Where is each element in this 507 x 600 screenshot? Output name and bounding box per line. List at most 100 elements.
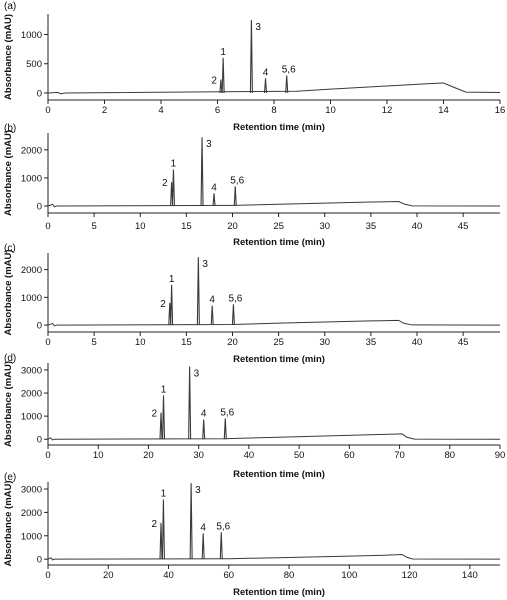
panel-b: (b) 0 5 10 15 20 25 30 35 40 45 0 1000 2000 Retention …: [3, 123, 501, 248]
x-tick-label: 0: [45, 570, 50, 581]
y-tick-label: 0: [37, 88, 42, 99]
peak-5-6: [219, 532, 223, 560]
peak-label: 4: [211, 182, 217, 193]
peak-label: 1: [169, 274, 175, 285]
x-tick-label: 80: [444, 450, 455, 461]
x-tick-label: 20: [103, 570, 114, 581]
peak-label: 1: [161, 489, 167, 500]
peak-3: [188, 366, 192, 440]
peak-label: 5,6: [216, 521, 230, 532]
x-tick-label: 120: [402, 570, 418, 581]
x-tick-label: 12: [382, 105, 393, 116]
x-tick-label: 4: [158, 105, 163, 116]
peak-3: [189, 483, 193, 560]
x-tick-label: 35: [366, 221, 377, 232]
x-tick-label: 60: [224, 570, 235, 581]
x-tick-label: 45: [458, 337, 469, 348]
x-tick-label: 50: [294, 450, 305, 461]
peak-2: [159, 522, 163, 560]
x-tick-label: 30: [319, 337, 330, 348]
baseline-trace: [47, 319, 501, 327]
x-tick-label: 20: [227, 337, 238, 348]
panel-label: (b): [4, 123, 16, 134]
x-tick-label: 8: [271, 105, 276, 116]
x-tick-label: 10: [135, 221, 146, 232]
y-tick-label: 3000: [21, 485, 42, 496]
x-tick-label: 90: [495, 450, 506, 461]
peak-label: 4: [200, 522, 206, 533]
peak-4: [263, 78, 268, 94]
x-tick-label: 35: [366, 337, 377, 348]
x-tick-label: 45: [458, 221, 469, 232]
x-axis-title: Retention time (min): [233, 469, 325, 480]
peak-label: 2: [211, 76, 217, 87]
x-tick-label: 15: [181, 337, 192, 348]
panel-label: (d): [4, 353, 16, 364]
y-tick-label: 2000: [21, 265, 42, 276]
peak-1: [171, 169, 175, 206]
peak-3: [249, 19, 253, 93]
y-axis-title: Absorbance (mAU): [3, 361, 14, 447]
peak-5-6: [233, 186, 237, 207]
peak-5-6: [285, 75, 289, 94]
peak-4: [210, 305, 214, 326]
x-tick-label: 0: [45, 221, 50, 232]
y-tick-label: 1000: [21, 531, 42, 542]
peak-3: [200, 137, 204, 206]
y-tick-label: 1000: [21, 293, 42, 304]
peak-label: 4: [201, 409, 207, 420]
y-tick-label: 0: [37, 321, 42, 332]
x-tick-label: 25: [273, 337, 284, 348]
x-tick-label: 60: [344, 450, 355, 461]
x-tick-label: 0: [45, 337, 50, 348]
baseline-trace: [47, 82, 501, 95]
peak-label: 3: [206, 139, 212, 150]
peak-label: 3: [194, 368, 200, 379]
peak-4: [201, 533, 205, 560]
x-axis-title: Retention time (min): [233, 354, 325, 365]
panel-c: (c) 0 5 10 15 20 25 30 35 40 45 0 1000 2000 Retention …: [3, 243, 501, 365]
x-tick-label: 70: [394, 450, 405, 461]
x-tick-label: 16: [495, 105, 506, 116]
x-tick-label: 10: [135, 337, 146, 348]
y-tick-label: 2000: [21, 389, 42, 400]
peak-1: [221, 57, 225, 93]
x-tick-label: 10: [93, 450, 104, 461]
x-tick-label: 40: [244, 450, 255, 461]
peak-4: [212, 193, 216, 207]
x-tick-label: 2: [102, 105, 107, 116]
y-tick-label: 0: [37, 555, 42, 566]
y-tick-label: 1000: [21, 30, 42, 41]
peak-2: [219, 79, 223, 94]
x-tick-label: 100: [341, 570, 357, 581]
x-tick-label: 30: [319, 221, 330, 232]
peak-label: 3: [202, 259, 208, 270]
peak-label: 4: [263, 67, 269, 78]
peak-1: [161, 395, 166, 440]
x-tick-label: 80: [284, 570, 295, 581]
peak-label: 5,6: [228, 293, 242, 304]
y-tick-label: 1000: [21, 412, 42, 423]
panel-label: (c): [4, 243, 16, 254]
peak-label: 5,6: [282, 64, 296, 75]
x-tick-label: 6: [215, 105, 220, 116]
x-tick-label: 10: [325, 105, 336, 116]
peak-label: 2: [162, 178, 168, 189]
y-axis-title: Absorbance (mAU): [3, 249, 14, 335]
y-axis-title: Absorbance (mAU): [3, 130, 14, 216]
baseline-trace: [47, 433, 501, 441]
y-tick-label: 0: [37, 201, 42, 212]
x-tick-label: 5: [91, 221, 96, 232]
x-axis-title: Retention time (min): [233, 237, 325, 248]
x-tick-label: 40: [412, 337, 423, 348]
peak-label: 5,6: [220, 407, 234, 418]
x-tick-label: 40: [163, 570, 174, 581]
peak-label: 2: [151, 519, 157, 530]
peak-label: 3: [255, 22, 261, 33]
peak-label: 1: [171, 158, 177, 169]
panel-e: (e) 0 20 40 60 80 100 120 140 0 1000 2000 3000 Retent…: [3, 472, 501, 598]
y-tick-label: 2000: [21, 508, 42, 519]
x-tick-label: 14: [438, 105, 449, 116]
peak-label: 1: [161, 384, 167, 395]
